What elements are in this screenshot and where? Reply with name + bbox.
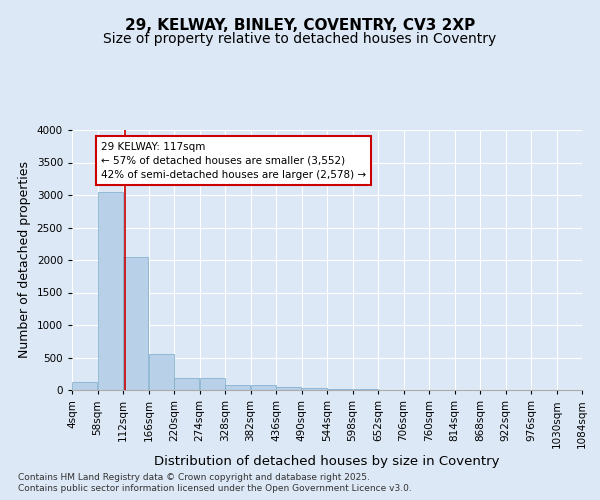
Bar bbox=[225, 385, 250, 390]
Y-axis label: Number of detached properties: Number of detached properties bbox=[18, 162, 31, 358]
Text: Size of property relative to detached houses in Coventry: Size of property relative to detached ho… bbox=[103, 32, 497, 46]
Bar bbox=[327, 389, 352, 390]
Bar bbox=[149, 354, 174, 390]
X-axis label: Distribution of detached houses by size in Coventry: Distribution of detached houses by size … bbox=[154, 454, 500, 468]
Bar bbox=[123, 257, 148, 390]
Bar bbox=[276, 387, 301, 390]
Text: Contains public sector information licensed under the Open Government Licence v3: Contains public sector information licen… bbox=[18, 484, 412, 493]
Text: Contains HM Land Registry data © Crown copyright and database right 2025.: Contains HM Land Registry data © Crown c… bbox=[18, 472, 370, 482]
Text: 29 KELWAY: 117sqm
← 57% of detached houses are smaller (3,552)
42% of semi-detac: 29 KELWAY: 117sqm ← 57% of detached hous… bbox=[101, 142, 366, 180]
Bar bbox=[302, 388, 327, 390]
Text: 29, KELWAY, BINLEY, COVENTRY, CV3 2XP: 29, KELWAY, BINLEY, COVENTRY, CV3 2XP bbox=[125, 18, 475, 32]
Bar bbox=[72, 382, 97, 390]
Bar bbox=[98, 192, 123, 390]
Bar bbox=[174, 378, 199, 390]
Bar bbox=[200, 378, 225, 390]
Bar bbox=[251, 386, 276, 390]
